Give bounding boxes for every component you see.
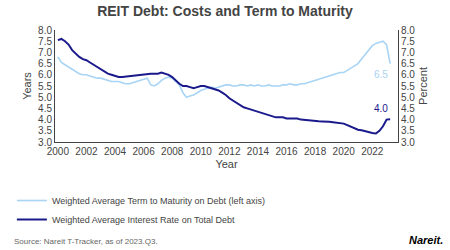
svg-text:7.5: 7.5 bbox=[401, 36, 415, 47]
svg-text:4.0: 4.0 bbox=[401, 114, 415, 125]
svg-text:Years: Years bbox=[21, 72, 33, 100]
svg-text:Percent: Percent bbox=[417, 67, 429, 105]
svg-text:3.0: 3.0 bbox=[38, 137, 52, 148]
svg-text:4.0: 4.0 bbox=[38, 114, 52, 125]
svg-text:Weighted Average Interest Rate: Weighted Average Interest Rate on Total … bbox=[52, 215, 235, 225]
svg-text:2004: 2004 bbox=[104, 146, 127, 157]
svg-text:2016: 2016 bbox=[275, 146, 298, 157]
svg-text:4.5: 4.5 bbox=[38, 103, 52, 114]
svg-text:3.5: 3.5 bbox=[401, 125, 415, 136]
svg-text:2008: 2008 bbox=[161, 146, 184, 157]
svg-text:8.0: 8.0 bbox=[38, 25, 52, 36]
svg-text:6.5: 6.5 bbox=[38, 58, 52, 69]
svg-text:5.0: 5.0 bbox=[401, 92, 415, 103]
svg-text:3.0: 3.0 bbox=[401, 137, 415, 148]
svg-text:7.0: 7.0 bbox=[401, 47, 415, 58]
svg-text:2020: 2020 bbox=[333, 146, 356, 157]
svg-text:4.5: 4.5 bbox=[401, 103, 415, 114]
svg-text:2010: 2010 bbox=[190, 146, 213, 157]
svg-text:Nareit.: Nareit. bbox=[409, 234, 443, 246]
svg-text:REIT Debt: Costs and Term to M: REIT Debt: Costs and Term to Maturity bbox=[97, 3, 353, 19]
svg-text:5.0: 5.0 bbox=[38, 92, 52, 103]
svg-text:2022: 2022 bbox=[361, 146, 384, 157]
svg-text:6.5: 6.5 bbox=[374, 69, 388, 80]
svg-text:Year: Year bbox=[215, 158, 238, 170]
svg-text:5.5: 5.5 bbox=[401, 81, 415, 92]
svg-text:4.0: 4.0 bbox=[374, 103, 388, 114]
svg-text:8.0: 8.0 bbox=[401, 25, 415, 36]
svg-text:2014: 2014 bbox=[247, 146, 270, 157]
svg-text:6.0: 6.0 bbox=[38, 69, 52, 80]
svg-text:2000: 2000 bbox=[47, 146, 70, 157]
svg-text:2002: 2002 bbox=[75, 146, 98, 157]
svg-text:7.5: 7.5 bbox=[38, 36, 52, 47]
svg-text:2012: 2012 bbox=[218, 146, 241, 157]
svg-text:7.0: 7.0 bbox=[38, 47, 52, 58]
svg-text:Weighted Average Term to Matur: Weighted Average Term to Maturity on Deb… bbox=[52, 196, 265, 206]
svg-text:6.5: 6.5 bbox=[401, 58, 415, 69]
svg-text:2018: 2018 bbox=[304, 146, 327, 157]
svg-text:2006: 2006 bbox=[132, 146, 155, 157]
svg-text:6.0: 6.0 bbox=[401, 69, 415, 80]
svg-text:3.5: 3.5 bbox=[38, 125, 52, 136]
svg-text:Source: Nareit T-Tracker, as o: Source: Nareit T-Tracker, as of 2023.Q3. bbox=[14, 237, 158, 246]
svg-text:5.5: 5.5 bbox=[38, 81, 52, 92]
